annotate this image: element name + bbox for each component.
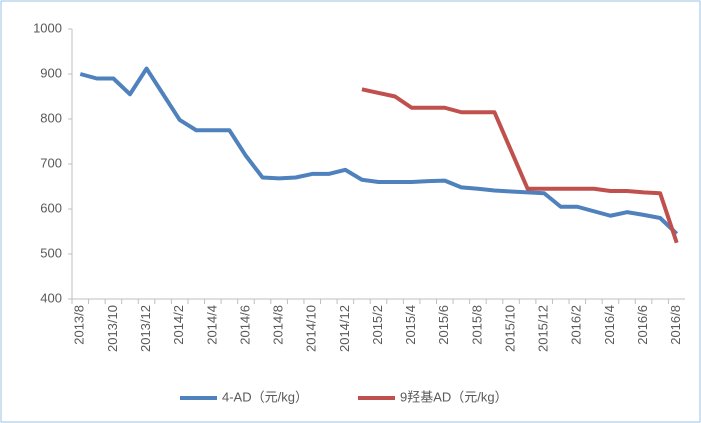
y-tick-label: 700 xyxy=(40,155,62,170)
x-tick-label: 2014/4 xyxy=(204,305,219,345)
x-tick-label: 2016/2 xyxy=(569,305,584,345)
x-tick-label: 2015/4 xyxy=(403,305,418,345)
x-tick-label: 2014/10 xyxy=(304,305,319,352)
y-tick-label: 1000 xyxy=(33,20,62,35)
x-tick-label: 2014/8 xyxy=(271,305,286,345)
y-tick-label: 500 xyxy=(40,245,62,260)
y-tick-label: 900 xyxy=(40,65,62,80)
y-tick-label: 600 xyxy=(40,200,62,215)
y-tick-label: 800 xyxy=(40,110,62,125)
x-tick-label: 2014/6 xyxy=(237,305,252,345)
x-tick-label: 2016/6 xyxy=(635,305,650,345)
x-tick-label: 2013/10 xyxy=(105,305,120,352)
x-tick-label: 2014/2 xyxy=(171,305,186,345)
x-tick-label: 2013/8 xyxy=(72,305,87,345)
y-tick-label: 400 xyxy=(40,290,62,305)
x-tick-label: 2014/12 xyxy=(337,305,352,352)
x-tick-label: 2016/4 xyxy=(602,305,617,345)
series-line xyxy=(79,66,679,236)
legend-label: 9羟基AD（元/kg） xyxy=(400,389,508,404)
x-tick-label: 2015/12 xyxy=(536,305,551,352)
legend-label: 4-AD（元/kg） xyxy=(222,389,308,404)
x-tick-label: 2015/10 xyxy=(502,305,517,352)
x-tick-label: 2013/12 xyxy=(138,305,153,352)
x-tick-label: 2016/8 xyxy=(668,305,683,345)
x-tick-label: 2015/8 xyxy=(469,305,484,345)
x-tick-label: 2015/2 xyxy=(370,305,385,345)
series-line xyxy=(361,87,679,244)
x-tick-label: 2015/6 xyxy=(436,305,451,345)
